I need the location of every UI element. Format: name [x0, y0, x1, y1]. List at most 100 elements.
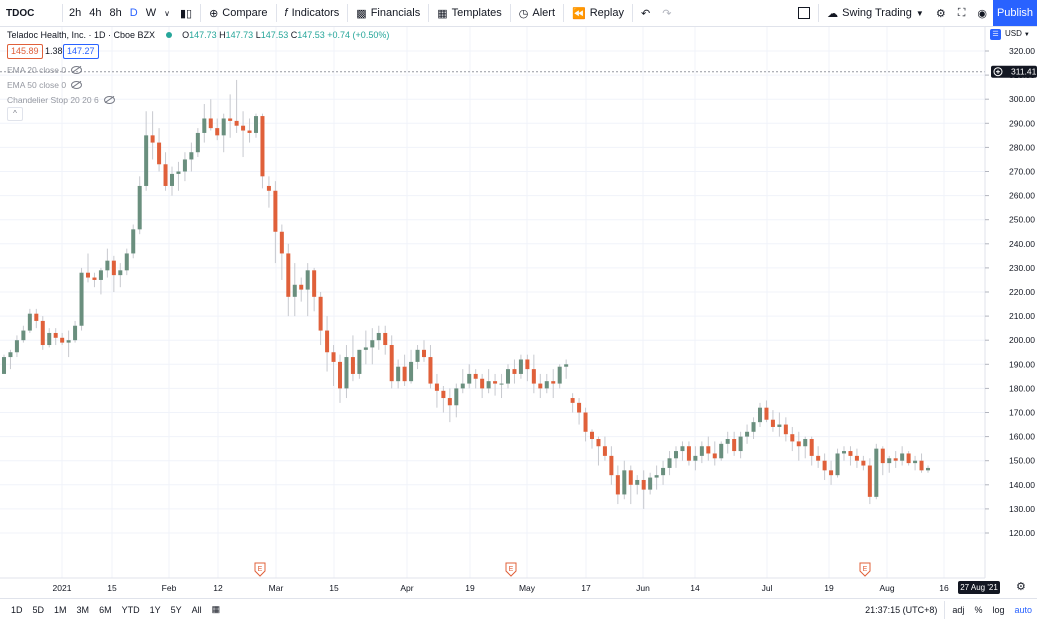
eye-hidden-icon[interactable]	[71, 81, 83, 89]
candle[interactable]	[609, 455, 614, 476]
candle[interactable]	[357, 349, 362, 374]
candle[interactable]	[73, 325, 78, 341]
candle[interactable]	[370, 340, 375, 348]
settings-button[interactable]: ⚙	[930, 0, 952, 26]
candle[interactable]	[189, 152, 194, 160]
interval-d[interactable]: D	[129, 7, 138, 19]
candle[interactable]	[124, 253, 129, 271]
candle[interactable]	[92, 277, 97, 280]
candle[interactable]	[111, 260, 116, 276]
range-1d[interactable]: 1D	[11, 604, 23, 615]
candle[interactable]	[460, 383, 465, 389]
eye-hidden-icon[interactable]	[71, 66, 83, 74]
candle[interactable]	[299, 284, 304, 290]
candle[interactable]	[434, 383, 439, 391]
plus-circle-icon[interactable]	[993, 67, 1003, 77]
adj-toggle[interactable]: adj	[947, 605, 969, 615]
replay-button[interactable]: ⏪ Replay	[566, 0, 630, 26]
financials-button[interactable]: ▩ Financials	[350, 0, 426, 26]
candle[interactable]	[841, 451, 847, 454]
candle[interactable]	[518, 359, 523, 374]
candle[interactable]	[331, 352, 336, 362]
earnings-marker[interactable]	[254, 562, 266, 577]
range-3m[interactable]: 3M	[76, 604, 90, 615]
interval-dropdown-chevron-icon[interactable]: ∨	[164, 8, 170, 18]
candle[interactable]	[796, 441, 801, 447]
earnings-marker[interactable]	[505, 562, 517, 577]
indicator-ema20[interactable]: EMA 20 close 0	[7, 65, 83, 75]
candle[interactable]	[557, 366, 562, 384]
candle[interactable]	[822, 460, 827, 471]
date-range-button[interactable]: ▦	[207, 604, 226, 615]
candle[interactable]	[312, 270, 317, 297]
candle[interactable]	[680, 446, 685, 452]
interval-w[interactable]: W	[145, 7, 157, 19]
candle[interactable]	[596, 439, 601, 447]
indicator-chandelier[interactable]: Chandelier Stop 20 20 6	[7, 95, 115, 105]
candle[interactable]	[699, 446, 704, 456]
candle[interactable]	[169, 173, 175, 186]
candle[interactable]	[538, 383, 543, 389]
interval-4h[interactable]: 4h	[89, 7, 102, 19]
candle[interactable]	[383, 332, 388, 346]
candle[interactable]	[829, 470, 834, 476]
candle[interactable]	[577, 402, 582, 413]
earnings-marker[interactable]	[859, 562, 871, 577]
candle[interactable]	[150, 135, 155, 143]
candle[interactable]	[253, 116, 259, 133]
candle[interactable]	[350, 357, 355, 374]
range-ytd[interactable]: YTD	[121, 604, 140, 615]
candle[interactable]	[719, 443, 724, 459]
candle[interactable]	[325, 330, 330, 353]
candle[interactable]	[880, 448, 885, 464]
range-1m[interactable]: 1M	[54, 604, 67, 615]
candle[interactable]	[337, 361, 343, 389]
candle[interactable]	[480, 378, 485, 389]
candle[interactable]	[602, 446, 607, 456]
candle[interactable]	[447, 398, 452, 406]
candle[interactable]	[673, 451, 679, 459]
candle[interactable]	[409, 361, 414, 382]
candle[interactable]	[208, 118, 213, 129]
candle[interactable]	[615, 475, 620, 495]
candle[interactable]	[544, 381, 549, 389]
chart-type-button[interactable]: ▮▯	[174, 0, 198, 26]
candle[interactable]	[260, 116, 265, 177]
candle[interactable]	[854, 455, 859, 461]
indicator-ema50[interactable]: EMA 50 close 0	[7, 80, 83, 90]
candle[interactable]	[1, 357, 7, 374]
collapse-legend-button[interactable]: ^	[7, 107, 23, 121]
layout-name-button[interactable]: ☁ Swing Trading ▼	[821, 0, 930, 26]
candle[interactable]	[635, 479, 640, 485]
candle[interactable]	[512, 369, 517, 374]
candle[interactable]	[641, 479, 646, 490]
candle[interactable]	[712, 453, 717, 459]
candle[interactable]	[848, 451, 853, 456]
candle[interactable]	[835, 453, 840, 476]
candle[interactable]	[66, 340, 71, 343]
candle[interactable]	[867, 465, 872, 497]
candle[interactable]	[40, 320, 45, 346]
candle[interactable]	[85, 272, 91, 278]
symbol-search[interactable]: TDOC	[0, 0, 60, 26]
publish-button[interactable]: Publish	[993, 0, 1037, 26]
candle[interactable]	[21, 330, 26, 341]
candle[interactable]	[8, 352, 13, 358]
candle[interactable]	[176, 171, 181, 174]
candle[interactable]	[60, 337, 65, 343]
candle[interactable]	[279, 231, 284, 254]
clock-time[interactable]: 21:37:15 (UTC+8)	[860, 605, 942, 615]
candle[interactable]	[34, 313, 39, 321]
range-5y[interactable]: 5Y	[170, 604, 182, 615]
candle[interactable]	[919, 460, 924, 471]
candle[interactable]	[421, 349, 427, 358]
candle[interactable]	[318, 296, 323, 331]
candle[interactable]	[234, 120, 239, 126]
candle[interactable]	[809, 439, 814, 456]
candle[interactable]	[706, 446, 711, 454]
candle[interactable]	[182, 159, 187, 172]
candle[interactable]	[98, 270, 103, 280]
compare-button[interactable]: ⊕ Compare	[203, 0, 273, 26]
candle[interactable]	[493, 381, 498, 384]
candle[interactable]	[764, 407, 769, 420]
